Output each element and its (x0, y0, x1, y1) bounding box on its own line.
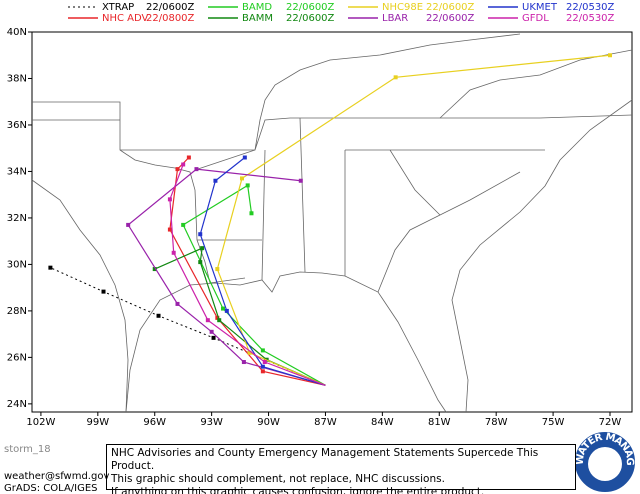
x-tick-label: 93W (200, 417, 223, 428)
legend-name: UKMET (522, 2, 558, 13)
track-point (186, 155, 191, 160)
y-tick-label: 38N (7, 73, 27, 84)
track-point (239, 176, 244, 181)
x-tick-label: 72W (599, 417, 622, 428)
track-line (169, 164, 326, 386)
legend-name: BAMM (242, 13, 273, 24)
track-point (260, 364, 265, 369)
y-tick-label: 26N (7, 352, 27, 363)
notice-line: This graphic should complement, not repl… (111, 473, 445, 485)
track-point (213, 178, 218, 183)
legend-time: 22/0600Z (286, 2, 335, 13)
x-tick-label: 81W (428, 417, 451, 428)
track-point (215, 267, 220, 272)
track-point (245, 183, 250, 188)
legend-name: NHC98E (382, 2, 423, 13)
geography (31, 33, 633, 413)
x-tick-label: 84W (371, 417, 394, 428)
track-point (247, 350, 252, 355)
y-tick-label: 24N (7, 399, 27, 410)
track-point (209, 329, 214, 334)
footer-notice: NHC Advisories and County Emergency Mana… (106, 444, 576, 494)
track-point (242, 155, 247, 160)
x-tick-label: 102W (26, 417, 55, 428)
track-point (171, 250, 176, 255)
track-point (393, 75, 398, 80)
y-tick-label: 28N (7, 306, 27, 317)
track-point (194, 167, 199, 172)
legend-time: 22/0530Z (566, 2, 615, 13)
track-point (607, 53, 612, 58)
track-line (182, 184, 326, 386)
track-point (175, 167, 180, 172)
track-line (216, 54, 611, 386)
x-tick-label: 78W (485, 417, 508, 428)
track-point (260, 348, 265, 353)
map-frame (31, 31, 633, 413)
track-point (156, 313, 161, 318)
x-tick-label: 75W (542, 417, 565, 428)
x-tick-label: 99W (87, 417, 110, 428)
track-point (167, 227, 172, 232)
y-tick-label: 36N (7, 120, 27, 131)
track-point (224, 308, 229, 313)
track-point (181, 222, 186, 227)
track-point (175, 301, 180, 306)
x-tick-label: 90W (257, 417, 280, 428)
y-tick-label: 40N (7, 27, 27, 38)
track-point (200, 246, 205, 251)
notice-line: NHC Advisories and County Emergency Mana… (111, 447, 539, 472)
legend-time: 22/0530Z (566, 13, 615, 24)
y-tick-label: 34N (7, 166, 27, 177)
legend-time: 22/0600Z (146, 2, 195, 13)
track-point (152, 267, 157, 272)
legend-time: 22/0600Z (426, 13, 475, 24)
x-tick-label: 87W (314, 417, 337, 428)
logo-inner (588, 447, 622, 481)
track-point (48, 265, 53, 270)
legend-name: LBAR (382, 13, 408, 24)
track-point (167, 197, 172, 202)
track-point (221, 306, 226, 311)
legend-time: 22/0800Z (146, 13, 195, 24)
y-tick-label: 32N (7, 213, 27, 224)
track-point (215, 315, 220, 320)
track-line (199, 157, 326, 386)
track-point (217, 318, 222, 323)
track-point (260, 369, 265, 374)
credit: GrADS: COLA/IGES (4, 483, 98, 494)
legend-time: 22/0600Z (286, 13, 335, 24)
track-point (241, 360, 246, 365)
track-point (262, 360, 267, 365)
legend-name: GFDL (522, 13, 549, 24)
email: weather@sfwmd.gov (4, 471, 109, 482)
legend-time: 22/0600Z (426, 2, 475, 13)
track-point (198, 232, 203, 237)
legend-name: XTRAP (102, 2, 134, 13)
track-point (101, 289, 106, 294)
track-point (205, 318, 210, 323)
track-point (211, 335, 216, 340)
x-tick-label: 96W (143, 417, 166, 428)
track-point (181, 162, 186, 167)
notice-line: If anything on this graphic causes confu… (111, 486, 485, 494)
track-point (298, 178, 303, 183)
y-tick-label: 30N (7, 259, 27, 270)
storm-id: storm_18 (4, 444, 51, 455)
legend-name: NHC ADV (102, 13, 149, 24)
track-point (249, 211, 254, 216)
track-point (126, 222, 131, 227)
legend-name: BAMD (242, 2, 272, 13)
track-point (198, 260, 203, 265)
